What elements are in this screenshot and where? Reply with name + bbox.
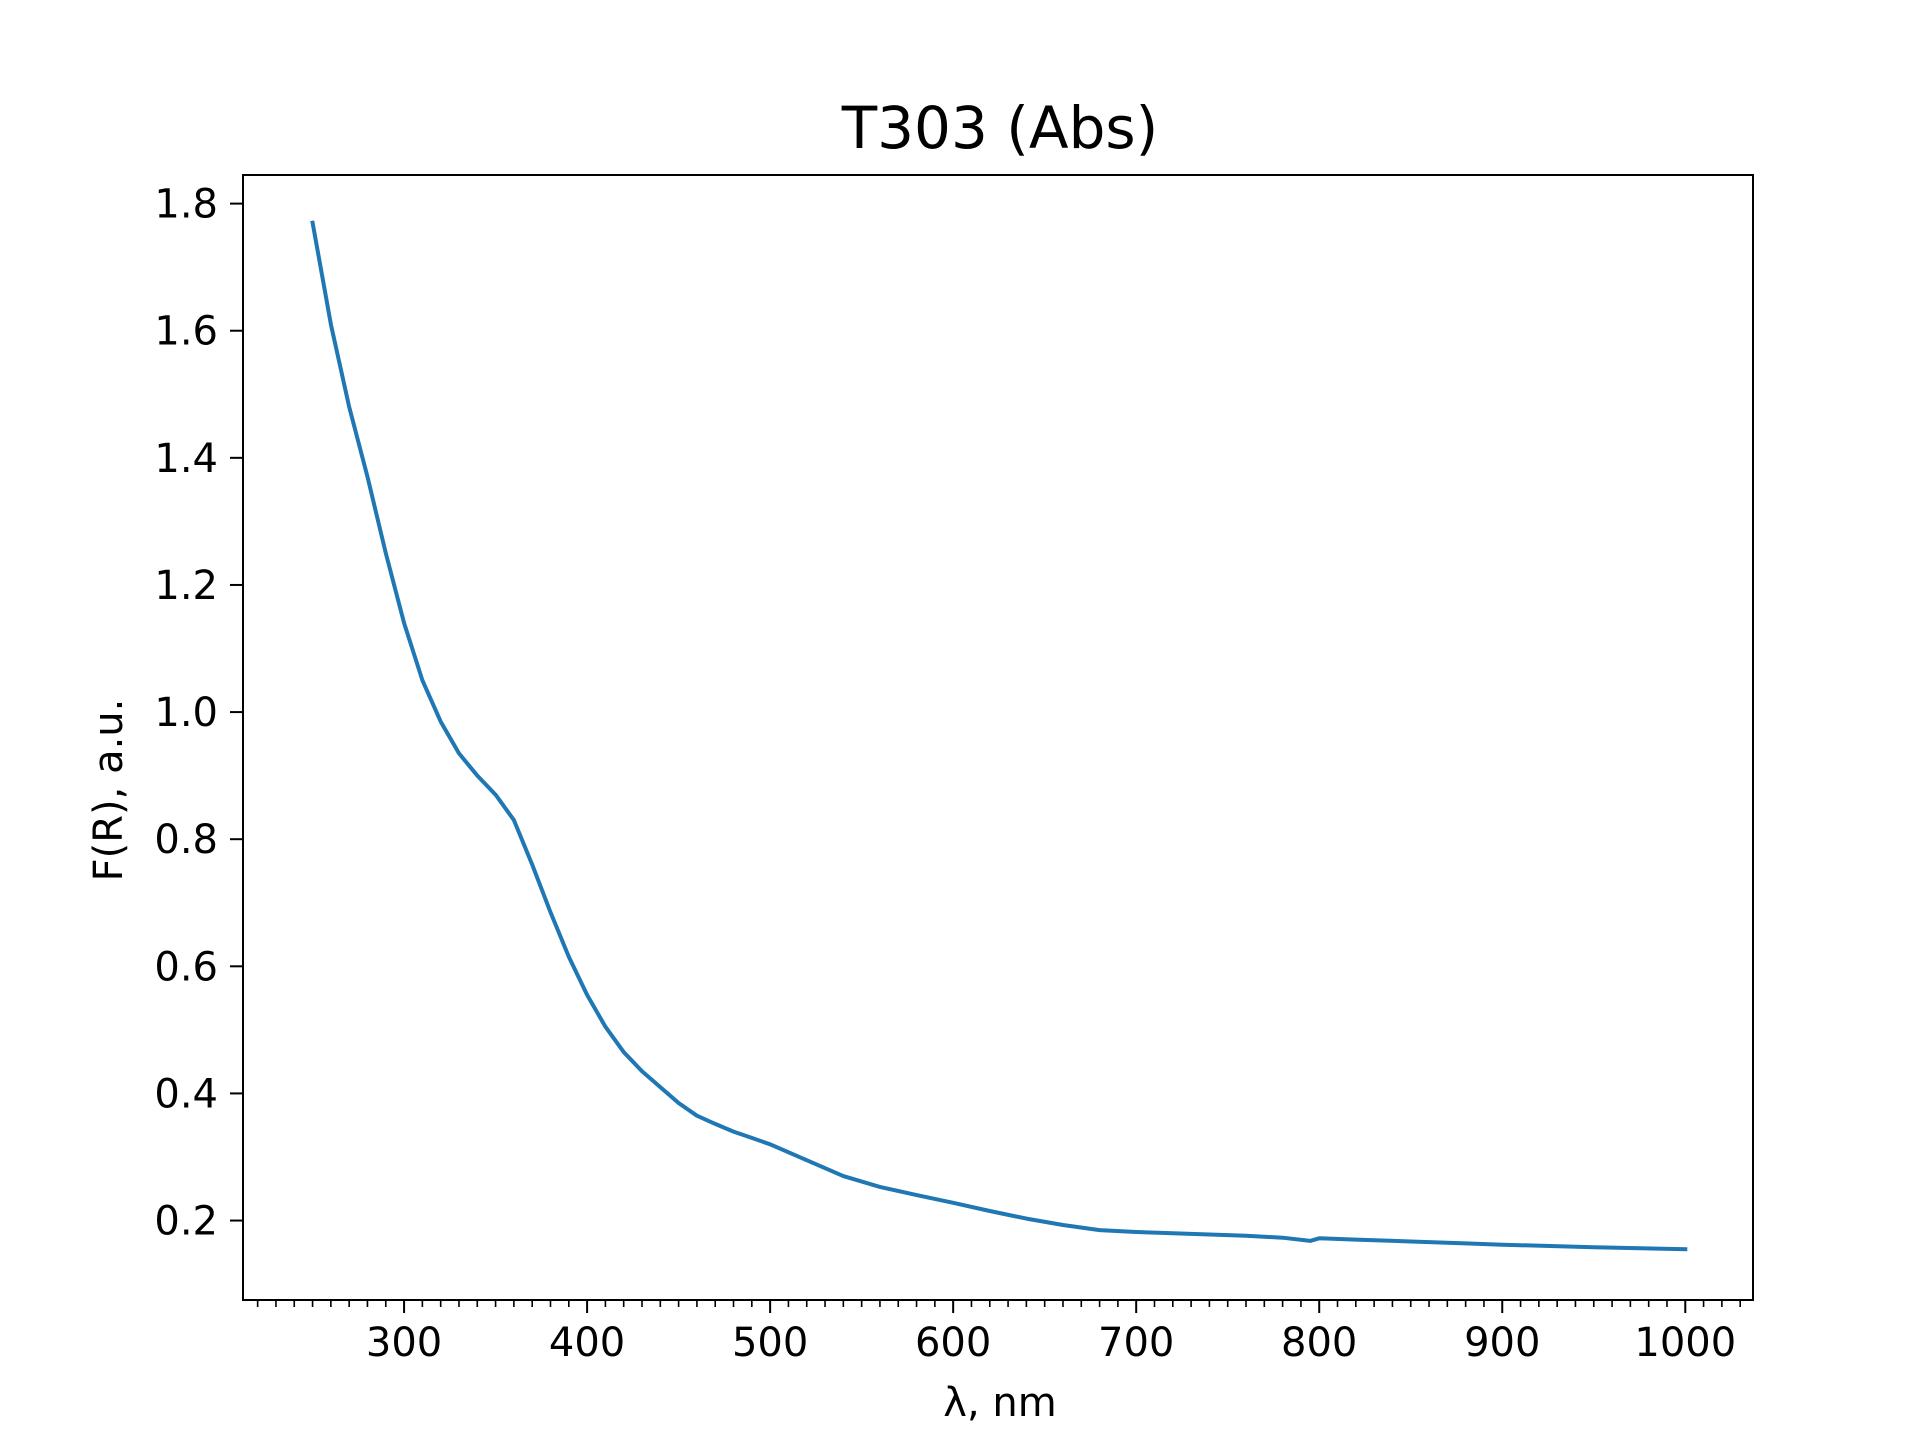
x-tick-label-1000: 1000 [1634, 1320, 1736, 1366]
y-tick-label-5: 1.2 [154, 563, 218, 609]
y-tick-label-8: 1.8 [154, 182, 218, 228]
y-tick-label-2: 0.6 [154, 944, 218, 990]
x-axis-label: λ, nm [943, 1380, 1056, 1426]
y-tick-label-4: 1.0 [154, 690, 218, 736]
x-tick-label-800: 800 [1281, 1320, 1357, 1366]
series-line-0 [310, 220, 1688, 1252]
x-tick-label-400: 400 [549, 1320, 625, 1366]
y-tick-label-1: 0.4 [154, 1071, 218, 1117]
y-tick-label-0: 0.2 [154, 1199, 218, 1245]
axes-frame [242, 174, 1754, 1301]
y-axis-label: F(R), a.u. [86, 699, 132, 882]
x-tick-label-700: 700 [1098, 1320, 1174, 1366]
x-tick-label-900: 900 [1464, 1320, 1540, 1366]
x-tick-label-500: 500 [732, 1320, 808, 1366]
chart-title: T303 (Abs) [841, 94, 1159, 162]
x-tick-label-300: 300 [366, 1320, 442, 1366]
y-tick-label-3: 0.8 [154, 817, 218, 863]
plot-area: 300 400 500 600 700 800 900 1000 0.2 0.4 0.6 0.8 1.0… [154, 174, 1754, 1366]
y-tick-label-7: 1.6 [154, 309, 218, 355]
y-tick-label-6: 1.4 [154, 436, 218, 482]
x-tick-label-600: 600 [915, 1320, 991, 1366]
